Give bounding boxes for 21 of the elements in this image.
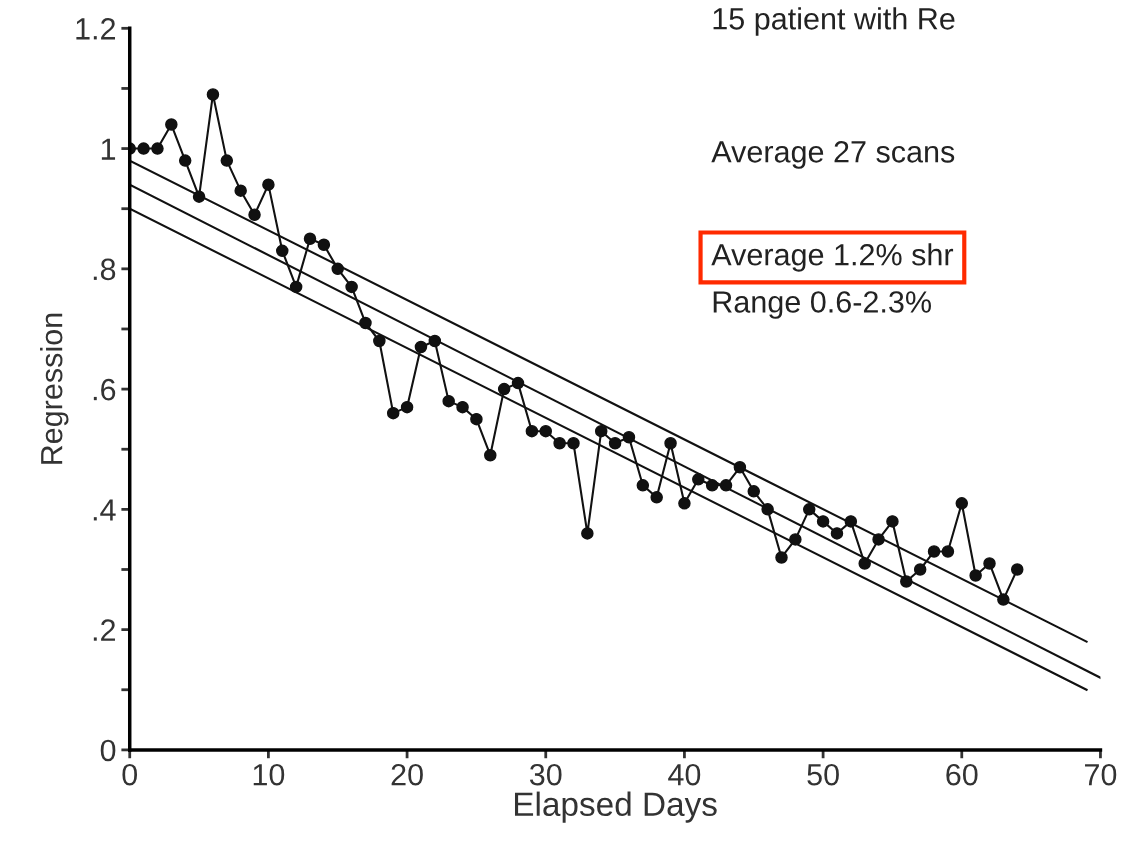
x-tick-label: 40	[668, 763, 701, 786]
annotation: Average 1.2% shr	[711, 243, 954, 272]
x-tick-label: 0	[122, 763, 138, 786]
y-tick-label: 1	[101, 138, 116, 160]
x-tick-label: 70	[1085, 763, 1117, 786]
x-tick-label: 50	[807, 763, 839, 786]
x-tick-label: 60	[946, 763, 978, 786]
x-axis-title: Elapsed Days	[515, 791, 717, 823]
y-axis-title: Regression	[40, 313, 69, 464]
y-tick-label: 0	[100, 739, 116, 762]
x-tick-label: 30	[529, 763, 562, 786]
x-tick-label: 10	[253, 763, 285, 786]
y-tick-label: .4	[93, 499, 116, 521]
annotation: Range 0.6-2.3%	[713, 291, 931, 319]
y-tick-label: .6	[93, 378, 116, 401]
annotation: Average 27 scans	[711, 141, 955, 169]
y-tick-label: 1.2	[76, 18, 116, 40]
x-tick-label: 20	[391, 763, 423, 786]
annotation: 15 patient with Re	[713, 7, 955, 36]
y-tick-label: .8	[93, 258, 116, 281]
y-tick-label: .2	[93, 619, 116, 641]
